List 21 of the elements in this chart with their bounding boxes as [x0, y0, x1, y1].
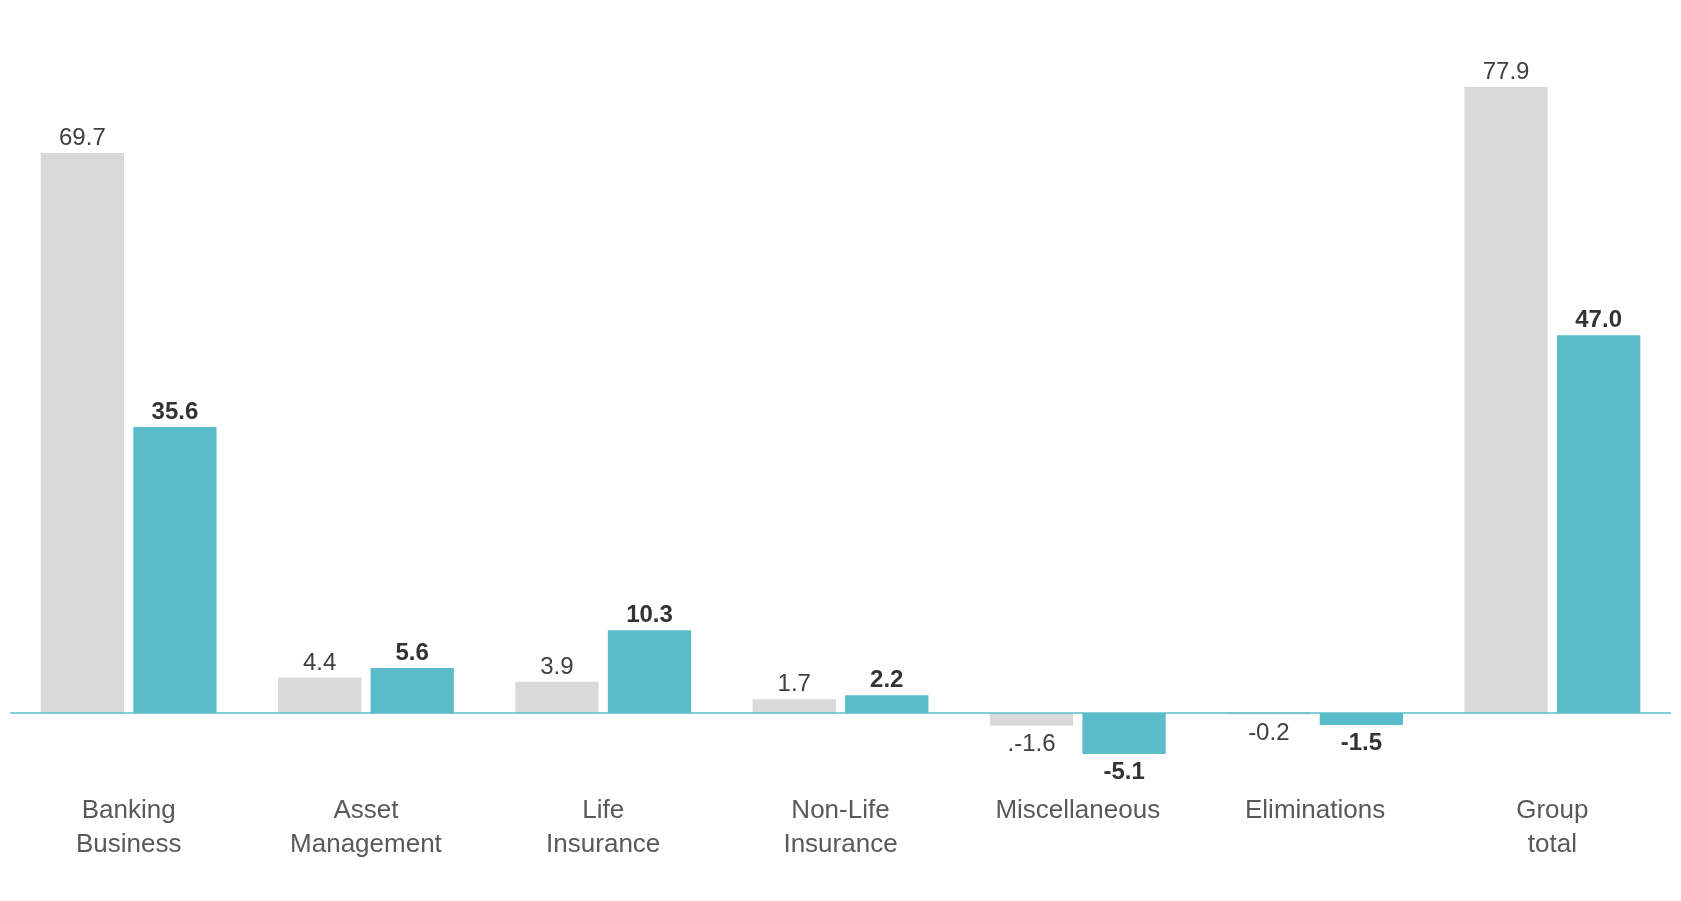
x-tick-label: Eliminations — [1244, 794, 1386, 824]
data-label: 1.7 — [777, 669, 811, 697]
x-tick-label: Group total — [1516, 794, 1589, 858]
data-label: 3.9 — [540, 651, 574, 679]
data-label: 5.6 — [395, 637, 429, 665]
data-label: 10.3 — [626, 600, 673, 628]
data-label: 69.7 — [59, 122, 106, 150]
data-label: 35.6 — [151, 396, 199, 424]
x-tick-label: Life Insurance — [546, 794, 661, 858]
x-tick-label: Asset Management — [290, 794, 443, 858]
x-tick-label: Non-Life Insurance — [783, 794, 898, 858]
x-tick-label: Miscellaneous — [995, 794, 1161, 824]
x-tick-label: Banking Business — [75, 794, 182, 858]
data-label: 4.4 — [302, 647, 337, 675]
data-label: .-1.6 — [1007, 728, 1056, 756]
data-label: -0.2 — [1248, 717, 1290, 745]
data-label: -5.1 — [1103, 756, 1145, 784]
data-label: 47.0 — [1575, 305, 1622, 333]
data-label: 2.2 — [870, 665, 904, 693]
data-label: 77.9 — [1482, 57, 1530, 85]
data-label: -1.5 — [1340, 728, 1383, 756]
